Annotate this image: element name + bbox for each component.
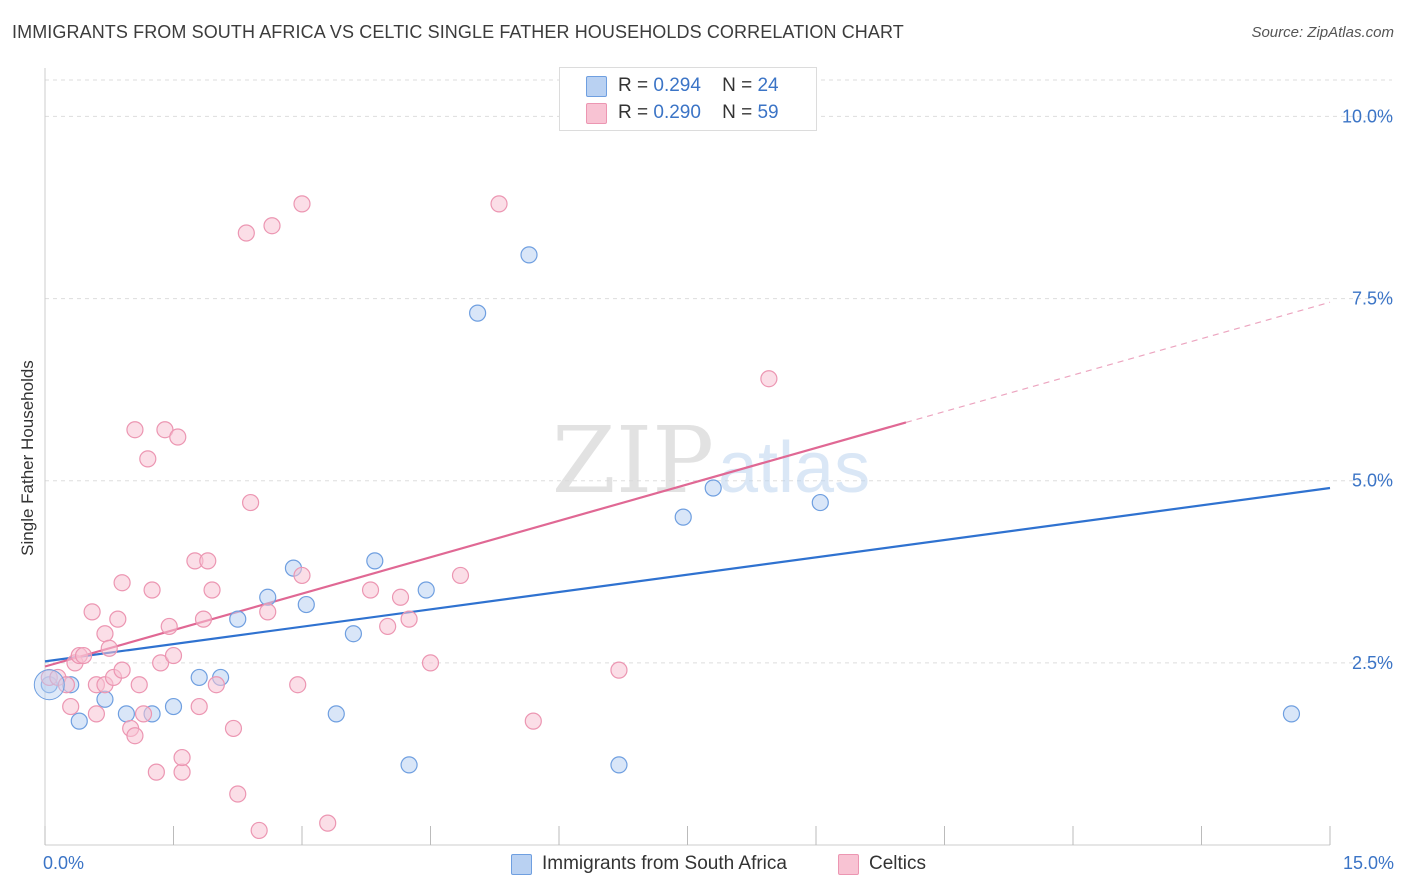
points-layer [33,195,1301,840]
point-south-africa [70,712,88,730]
point-south-africa [610,756,628,774]
point-south-africa [344,625,362,643]
y-tick-label: 2.5% [1352,653,1393,673]
point-celtics [139,450,157,468]
point-celtics [113,574,131,592]
point-celtics [83,603,101,621]
point-celtics [130,676,148,694]
chart-title: IMMIGRANTS FROM SOUTH AFRICA VS CELTIC S… [12,22,904,42]
y-tick-label: 7.5% [1352,289,1393,309]
point-south-africa [400,756,418,774]
point-celtics [237,224,255,242]
point-celtics [87,705,106,723]
point-south-africa [259,588,277,606]
point-celtics [126,421,144,439]
point-celtics [96,625,114,643]
point-celtics [379,617,397,636]
point-celtics [74,646,93,665]
x-tick-label: 15.0% [1343,853,1394,873]
point-south-africa [811,493,829,512]
point-celtics [242,493,260,512]
tick-label-layer: 2.5% 5.0% 7.5% 10.0% 0.0% 15.0% [43,106,1394,873]
point-south-africa [297,595,315,614]
point-celtics [229,785,247,803]
trend-line-south-africa [44,486,1331,663]
point-celtics [289,676,307,694]
point-celtics [207,676,225,694]
point-celtics [259,603,277,621]
point-celtics [109,610,127,628]
bottom-legend-label: Celtics [869,853,927,874]
point-celtics [194,610,213,628]
source-label: Source: ZipAtlas.com [1251,24,1394,41]
grid-layer [45,79,1392,664]
legend-swatch-pink [586,103,607,124]
legend-stats-south-africa: R = 0.294 N = 24 [618,75,779,96]
point-celtics [203,581,221,599]
point-south-africa [117,705,135,723]
point-celtics [224,719,243,738]
point-celtics [250,821,268,840]
point-celtics [293,566,311,585]
point-celtics [113,661,131,679]
point-celtics [126,727,144,745]
legend-swatch-blue [586,76,607,97]
point-celtics [152,654,170,672]
point-celtics [610,661,628,679]
bottom-legend-label: Immigrants from South Africa [542,853,787,874]
point-celtics [169,428,187,446]
bottom-legend-swatch-pink [838,854,859,875]
point-celtics [421,654,440,672]
point-south-africa [366,552,384,570]
point-celtics [361,581,380,599]
point-south-africa [327,705,345,723]
point-south-africa [229,610,247,628]
point-celtics [147,763,165,781]
point-celtics [400,610,418,628]
point-celtics [199,552,217,570]
point-celtics [451,566,470,585]
point-celtics [263,217,281,235]
y-tick-label: 5.0% [1352,471,1393,491]
point-celtics [134,705,153,723]
point-celtics [173,763,191,781]
x-tick-label: 0.0% [43,853,84,873]
point-south-africa [674,508,692,526]
point-celtics [173,748,191,767]
point-south-africa [164,697,183,716]
point-celtics [760,370,778,388]
point-celtics [62,697,80,716]
point-celtics [164,646,183,665]
correlation-legend: R = 0.294 N = 24 R = 0.290 N = 59 [559,67,817,131]
point-celtics [490,195,508,213]
legend-stats-celtics: R = 0.290 N = 59 [618,102,779,123]
axis-layer [44,68,1331,846]
point-celtics [100,639,118,657]
point-south-africa [417,581,435,599]
cluster-point-south-africa [33,669,65,701]
point-celtics [190,697,208,716]
watermark-zip: ZIP [552,407,714,514]
point-celtics [293,195,311,213]
y-tick-label: 10.0% [1342,106,1393,126]
point-celtics [143,581,161,599]
trend-line-celtics-extrapolated [905,301,1331,424]
point-south-africa [704,479,722,497]
point-south-africa [1282,705,1301,723]
point-south-africa [469,304,487,322]
point-south-africa [190,668,208,687]
point-celtics [57,676,76,694]
watermark: ZIP atlas [552,407,870,514]
point-celtics [156,421,174,439]
trend-layer [44,301,1331,668]
point-celtics [160,617,178,636]
point-south-africa [96,690,114,708]
trend-line-celtics [44,421,907,668]
point-celtics [391,588,410,606]
point-celtics [524,712,542,730]
point-celtics [319,814,337,832]
point-south-africa [520,246,538,264]
bottom-legend-swatch-blue [511,854,532,875]
